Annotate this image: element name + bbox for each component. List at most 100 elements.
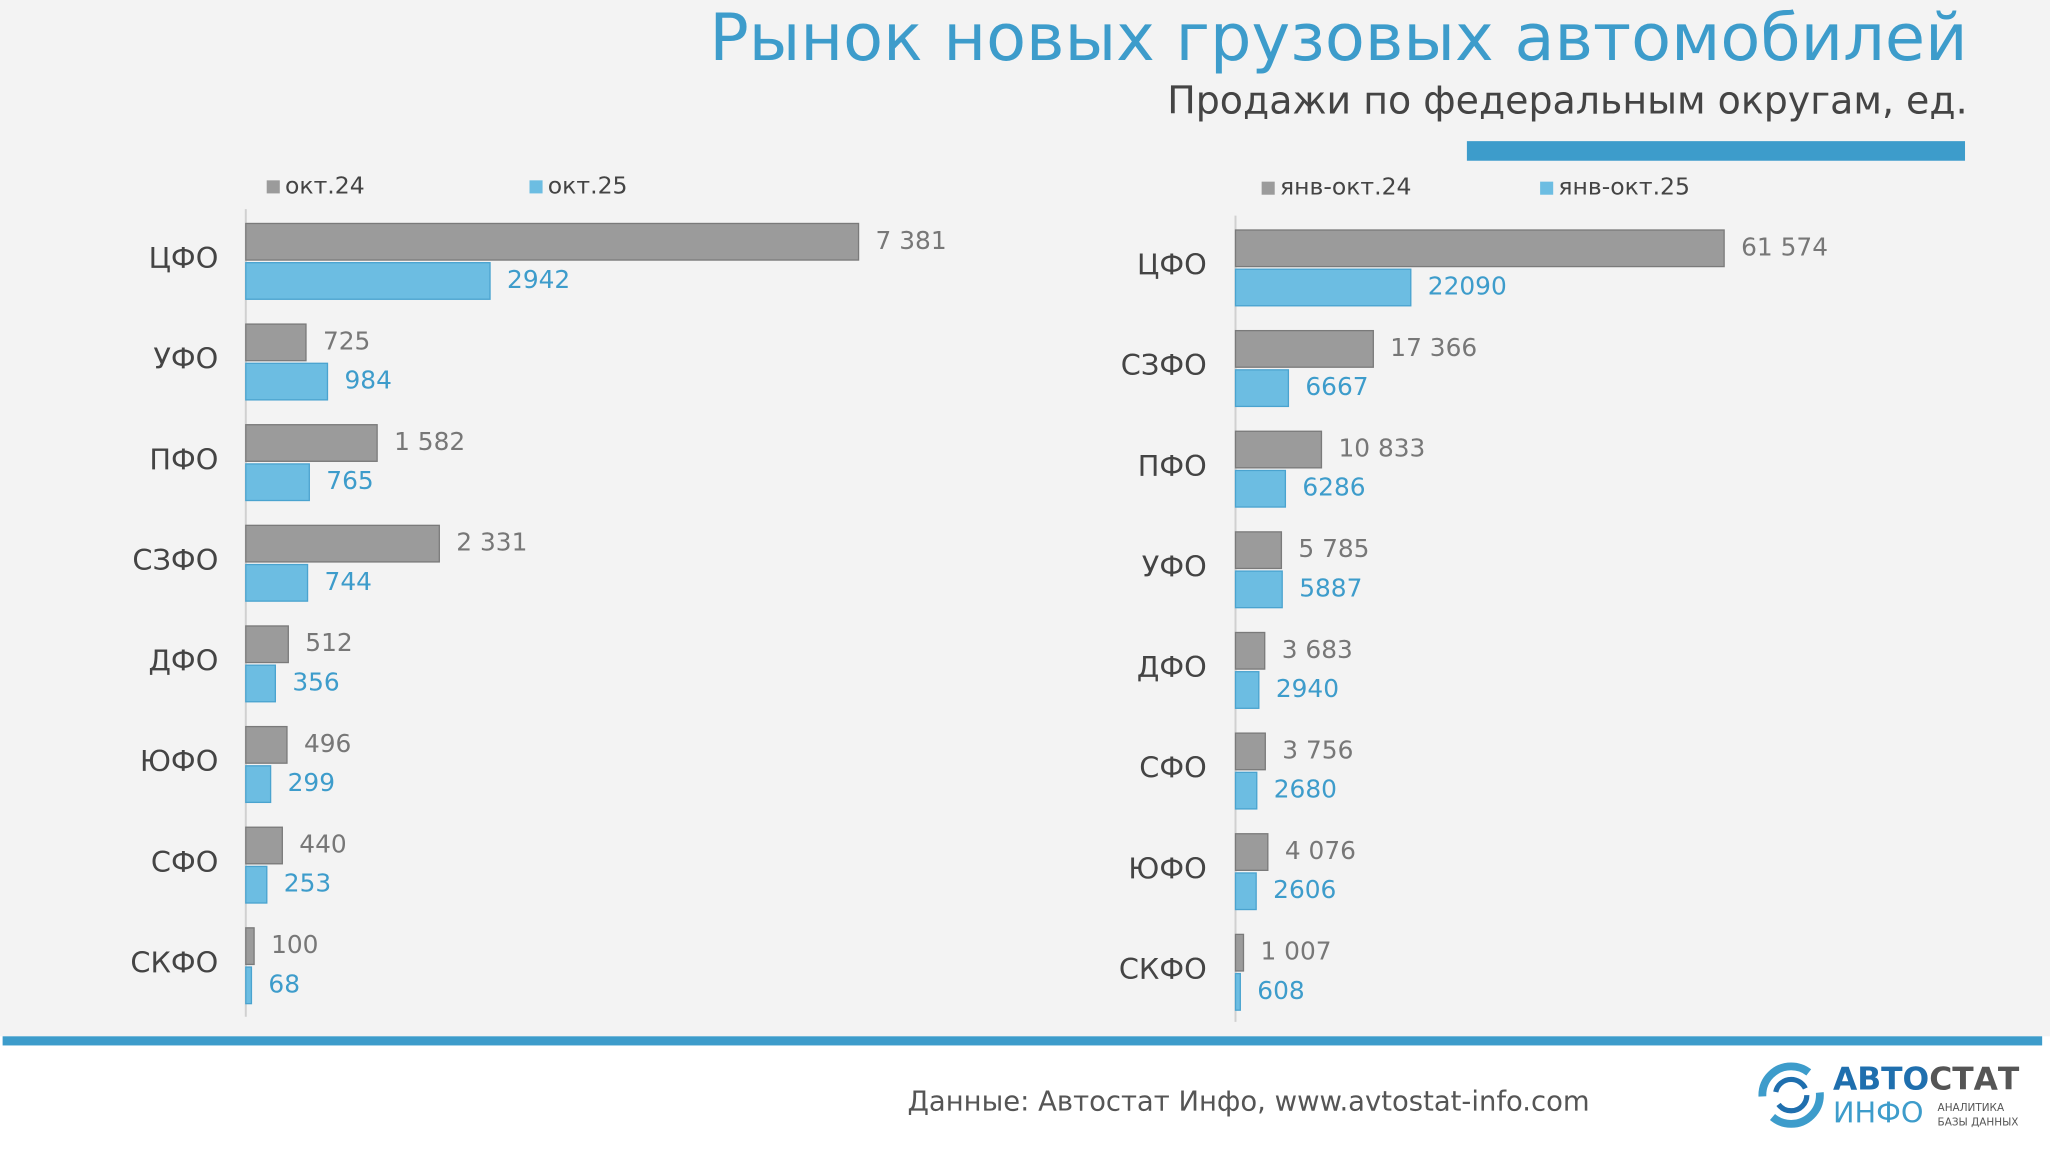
value-label: 6667 [1305,372,1368,401]
value-label: 2942 [507,265,570,294]
legend-label: окт.24 [285,171,365,199]
value-label: 744 [325,567,372,596]
bar [1234,469,1287,508]
value-label: 17 366 [1390,333,1477,362]
value-label: 3 756 [1282,735,1353,764]
value-label: 608 [1257,976,1304,1005]
bar [245,966,253,1005]
bar [1234,972,1241,1011]
legend-swatch [1540,181,1554,195]
value-label: 765 [326,466,373,495]
value-label: 6286 [1302,473,1365,502]
value-label: 4 076 [1285,836,1356,865]
bar [245,765,272,804]
logo-swirl [1772,1076,1810,1114]
category-label: ЮФО [140,744,218,778]
legend-label: янв-окт.24 [1280,173,1412,201]
bar [1234,430,1323,469]
value-label: 253 [284,869,331,898]
category-label: УФО [153,342,218,376]
value-label: 496 [304,729,351,758]
legend-swatch [529,180,543,194]
category-label: ПФО [1138,449,1207,483]
logo: АВТОСТАТ ИНФО АНАЛИТИКА БАЗЫ ДАННЫХ [1758,1062,2020,1130]
value-label: 2 331 [456,528,527,557]
value-label: 512 [305,628,352,657]
bar [1234,531,1283,570]
bar [1234,369,1290,408]
bar [1234,872,1257,911]
bar [245,524,440,563]
category-label: УФО [1142,549,1207,583]
bar [1234,671,1260,709]
logo-swirl [1758,1062,1824,1128]
category-label: СЗФО [132,543,218,577]
value-label: 2680 [1274,775,1337,804]
bar [1234,732,1266,771]
bar [245,424,378,462]
category-label: ЦФО [1137,248,1207,282]
value-label: 61 574 [1741,232,1828,261]
bar [245,927,255,966]
value-label: 984 [344,366,391,395]
category-label: ЦФО [149,241,219,275]
legend-label: янв-окт.25 [1558,173,1690,201]
legend-swatch [1261,181,1275,195]
bar [245,222,860,261]
legend-swatch [266,180,280,194]
background [0,0,2050,1037]
value-label: 2606 [1273,875,1336,904]
value-label: 725 [323,326,370,355]
logo-tagline: БАЗЫ ДАННЫХ [1938,1117,2019,1129]
bar [1234,631,1266,670]
bar [1234,229,1725,268]
bar [1234,833,1269,871]
bar [245,865,268,904]
value-label: 5 785 [1298,534,1369,563]
value-label: 1 007 [1260,937,1331,966]
bar [245,362,329,401]
bar [1234,933,1245,972]
logo-text: ИНФО [1833,1096,1924,1130]
value-label: 356 [292,667,339,696]
legend-label: окт.25 [548,171,628,199]
value-label: 440 [299,830,346,859]
divider [2,1036,2043,1046]
category-label: СКФО [130,945,218,979]
value-label: 2940 [1276,674,1339,703]
value-label: 100 [271,930,318,959]
logo-text: АВТО [1833,1062,1929,1098]
title-underline [1466,141,1966,161]
bar [245,323,307,362]
bar [1234,268,1412,307]
category-label: СЗФО [1121,348,1207,382]
title: Рынок новых грузовых автомобилей [709,0,1967,76]
bar [245,664,276,703]
bar [245,625,289,664]
value-label: 22090 [1428,272,1507,301]
value-label: 5887 [1299,573,1362,602]
value-label: 10 833 [1338,434,1425,463]
category-label: ДФО [148,644,218,678]
category-label: СФО [1139,751,1206,785]
source: Данные: Автостат Инфо, www.avtostat-info… [907,1086,1589,1117]
value-label: 68 [268,969,300,998]
bar [1234,570,1283,609]
bar [245,563,309,602]
bar [1234,329,1374,368]
value-label: 299 [288,768,335,797]
category-label: ПФО [149,442,218,476]
value-label: 3 683 [1282,635,1353,664]
logo-tagline: АНАЛИТИКА [1938,1102,2005,1114]
logo-text: СТАТ [1929,1062,2020,1098]
value-label: 1 582 [394,427,465,456]
category-label: ДФО [1137,650,1207,684]
bar [1234,771,1258,810]
bar [245,463,310,502]
subtitle: Продажи по федеральным округам, ед. [1167,79,1967,123]
category-label: СКФО [1119,952,1207,986]
value-label: 7 381 [876,226,947,255]
logo-text: АВТОСТАТ [1833,1062,2020,1098]
